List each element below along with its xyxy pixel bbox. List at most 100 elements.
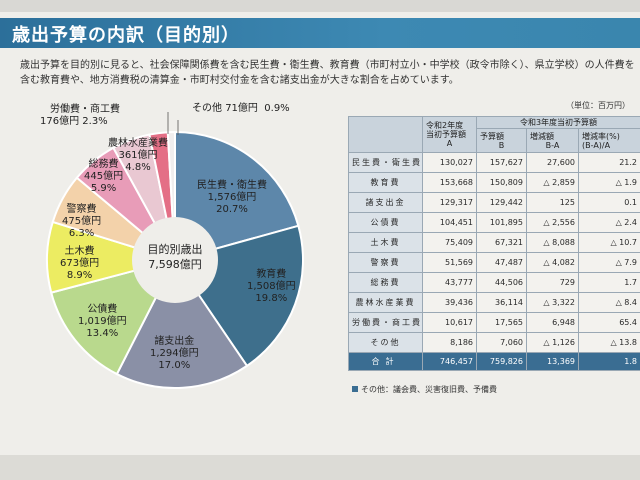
row-name: 総務費 xyxy=(348,272,423,293)
intro-line-1: 歳出予算を目的別に見ると、社会保障関係費を含む民生費・衛生費、教育費（市町村立小… xyxy=(20,60,635,71)
col-header-diff-line2: B-A xyxy=(545,140,560,150)
slice-label-education: 教育費 1,508億円 19.8% xyxy=(247,269,296,305)
slice-name: 公債費 xyxy=(87,304,118,315)
slice-name: 労働費・商工費 xyxy=(50,104,120,115)
footnote-square-icon xyxy=(352,386,358,392)
slice-label-general: 総務費 445億円 5.9% xyxy=(84,159,123,195)
total-prev: 746,457 xyxy=(422,352,477,371)
slice-name: 諸支出金 xyxy=(154,336,195,347)
table-row: 総務費 43,777 44,506 729 1.7 xyxy=(348,272,640,293)
cell-budget: 44,506 xyxy=(476,272,527,293)
cell-rate: △ 2.4 xyxy=(578,212,640,233)
cell-rate: 21.2 xyxy=(578,152,640,173)
total-name: 合計 xyxy=(348,352,423,371)
table-row: 警察費 51,569 47,487 △ 4,082 △ 7.9 xyxy=(348,252,640,273)
slice-name: 警察費 xyxy=(66,204,97,215)
cell-diff: 27,600 xyxy=(526,152,579,173)
cell-diff: △ 2,859 xyxy=(526,172,579,193)
cell-prev: 75,409 xyxy=(422,232,477,253)
col-header-prev-line2: 当初予算額 xyxy=(426,130,466,139)
cell-prev: 153,668 xyxy=(422,172,477,193)
cell-prev: 104,451 xyxy=(422,212,477,233)
slice-percent: 6.3% xyxy=(68,228,95,239)
title-bar: 歳出予算の内訳（目的別） xyxy=(0,18,640,48)
slice-amount: 71億円 xyxy=(225,103,258,114)
cell-prev: 129,317 xyxy=(422,192,477,213)
cell-prev: 8,186 xyxy=(422,332,477,353)
cell-diff: △ 2,556 xyxy=(526,212,579,233)
slice-name: 総務費 xyxy=(88,159,119,170)
table-total-row: 合計 746,457 759,826 13,369 1.8 xyxy=(348,352,640,371)
page-title: 歳出予算の内訳（目的別） xyxy=(12,25,240,46)
row-name: 警察費 xyxy=(348,252,423,273)
slice-amount: 445億円 xyxy=(84,171,124,182)
table-row: その他 8,186 7,060 △ 1,126 △ 13.8 xyxy=(348,332,640,353)
col-header-budget-line2: B xyxy=(498,140,505,150)
cell-prev: 43,777 xyxy=(422,272,477,293)
cell-prev: 130,027 xyxy=(422,152,477,173)
row-name: 農林水産業費 xyxy=(348,292,423,313)
total-diff: 13,369 xyxy=(526,352,579,371)
cell-prev: 39,436 xyxy=(422,292,477,313)
col-header-rate: 増減率(%) (B-A)/A xyxy=(578,128,640,153)
pie-center-title: 目的別歳出 xyxy=(147,243,203,256)
slice-label-debt: 公債費 1,019億円 13.4% xyxy=(78,304,127,340)
table-row: 教育費 153,668 150,809 △ 2,859 △ 1.9 xyxy=(348,172,640,193)
cell-rate: 65.4 xyxy=(578,312,640,333)
table-row: 土木費 75,409 67,321 △ 8,088 △ 10.7 xyxy=(348,232,640,253)
cell-budget: 36,114 xyxy=(476,292,527,313)
table-row: 民生費・衛生費 130,027 157,627 27,600 21.2 xyxy=(348,152,640,173)
row-name: 教育費 xyxy=(348,172,423,193)
col-header-prev-line3: A xyxy=(446,139,453,148)
table-corner xyxy=(348,116,423,153)
slice-amount: 176億円 xyxy=(40,116,80,127)
slice-label-other: その他 71億円 0.9% xyxy=(192,103,290,115)
slice-label-labor: 労働費・商工費 176億円 2.3% xyxy=(40,104,120,128)
pie-center-label: 目的別歳出 7,598億円 xyxy=(133,242,217,272)
cell-budget: 157,627 xyxy=(476,152,527,173)
table-unit-note: （単位：百万円） xyxy=(566,101,630,110)
cell-diff: △ 4,082 xyxy=(526,252,579,273)
col-header-budget: 予算額 B xyxy=(476,128,527,153)
pie-slice-2 xyxy=(115,258,249,389)
table-row: 労働費・商工費 10,617 17,565 6,948 65.4 xyxy=(348,312,640,333)
cell-rate: 0.1 xyxy=(578,192,640,213)
slice-amount: 361億円 xyxy=(118,150,158,161)
intro-text: 歳出予算を目的別に見ると、社会保障関係費を含む民生費・衛生費、教育費（市町村立小… xyxy=(20,58,635,88)
budget-table: 令和2年度 当初予算額 A 令和3年度当初予算額 予算額 B 増減額 B-A 増… xyxy=(348,116,640,371)
slice-label-misc: 諸支出金 1,294億円 17.0% xyxy=(150,336,199,372)
slice-percent: 5.9% xyxy=(90,183,117,194)
slice-name: 土木費 xyxy=(64,246,95,257)
table-row: 公債費 104,451 101,895 △ 2,556 △ 2.4 xyxy=(348,212,640,233)
cell-rate: 1.7 xyxy=(578,272,640,293)
cell-diff: 125 xyxy=(526,192,579,213)
cell-rate: △ 8.4 xyxy=(578,292,640,313)
cell-prev: 10,617 xyxy=(422,312,477,333)
col-header-prev: 令和2年度 当初予算額 A xyxy=(422,116,477,153)
cell-rate: △ 7.9 xyxy=(578,252,640,273)
cell-rate: △ 1.9 xyxy=(578,172,640,193)
slice-amount: 1,019億円 xyxy=(78,316,127,327)
slice-amount: 1,576億円 xyxy=(207,192,257,203)
cell-diff: △ 1,126 xyxy=(526,332,579,353)
row-name: 労働費・商工費 xyxy=(348,312,423,333)
row-name: その他 xyxy=(348,332,423,353)
slice-percent: 8.9% xyxy=(66,270,93,281)
footnote-text: その他：議会費、災害復旧費、予備費 xyxy=(361,385,497,394)
cell-budget: 150,809 xyxy=(476,172,527,193)
col-header-diff-line1: 増減額 xyxy=(530,131,554,141)
top-band xyxy=(0,0,640,12)
slice-amount-percent: 176億円 2.3% xyxy=(40,116,120,128)
cell-diff: 729 xyxy=(526,272,579,293)
slice-label-agri: 農林水産業費 361億円 4.8% xyxy=(108,138,168,174)
col-header-rate-line2: (B-A)/A xyxy=(582,140,611,150)
slice-amount: 673億円 xyxy=(60,258,100,269)
slice-percent: 13.4% xyxy=(86,328,119,339)
pie-chart xyxy=(46,112,304,389)
total-rate: 1.8 xyxy=(578,352,640,371)
pie-center-total: 7,598億円 xyxy=(148,258,202,271)
slice-percent: 0.9% xyxy=(264,103,290,114)
cell-budget: 101,895 xyxy=(476,212,527,233)
cell-budget: 47,487 xyxy=(476,252,527,273)
slice-amount: 1,294億円 xyxy=(150,348,199,359)
